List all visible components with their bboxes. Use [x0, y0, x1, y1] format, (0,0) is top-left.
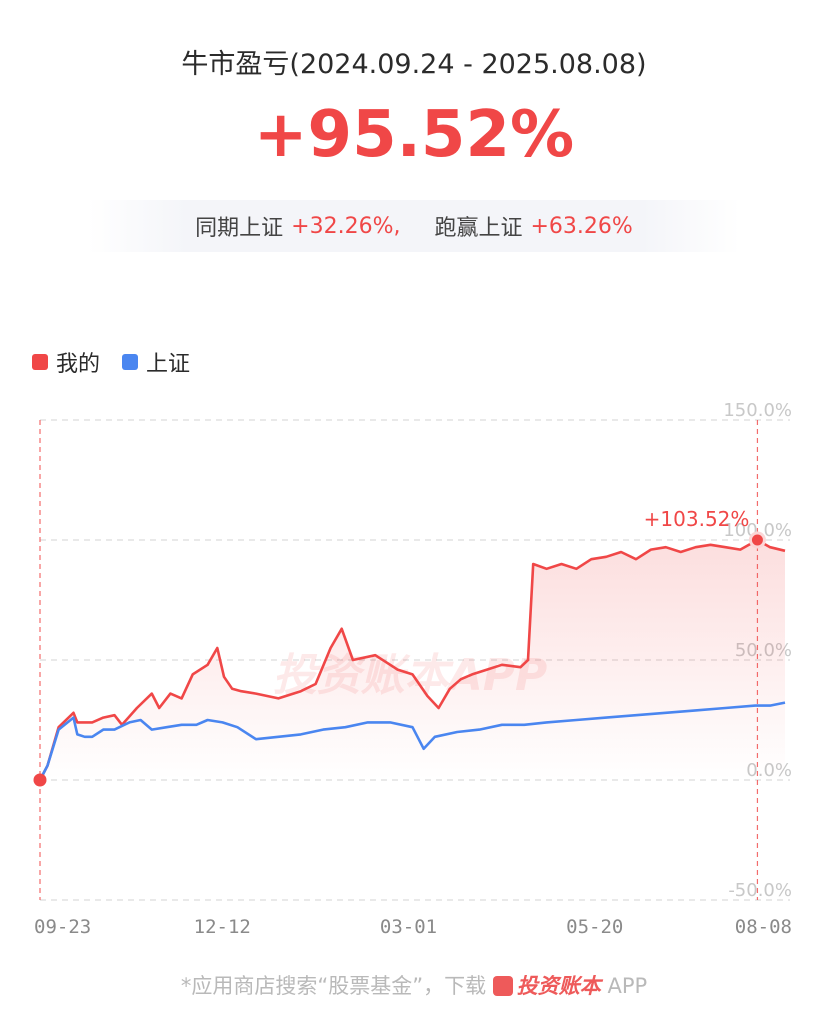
footer-suffix: APP — [607, 974, 648, 998]
compare-value-outperform: +63.26% — [530, 213, 633, 239]
legend-item-index[interactable]: 上证 — [122, 346, 190, 378]
legend-swatch-mine — [32, 354, 48, 370]
legend-swatch-index — [122, 354, 139, 370]
x-tick-label: 08-08 — [735, 916, 792, 938]
profit-percent: +95.52% — [253, 98, 575, 172]
y-tick-label: 150.0% — [723, 400, 792, 421]
comparison-bar: 同期上证 +32.26%, 跑赢上证 +63.26% — [88, 200, 740, 252]
y-tick-label: -50.0% — [728, 880, 792, 901]
page-title: 牛市盈亏(2024.09.24 - 2025.08.08) — [181, 49, 647, 80]
footer-brand: 投资账本 — [516, 974, 601, 998]
peak-point — [748, 531, 766, 549]
x-tick-label: 05-20 — [566, 916, 623, 938]
footer-prefix: *应用商店搜索“股票基金”，下载 — [180, 974, 487, 998]
compare-label-index: 同期上证 — [195, 216, 284, 241]
footer-note: *应用商店搜索“股票基金”，下载 投资账本 APP — [0, 970, 828, 1000]
series-line-index — [38, 701, 786, 781]
compare-label-outperform: 跑赢上证 — [434, 216, 523, 241]
series-area-mine — [40, 540, 785, 780]
legend-item-mine[interactable]: 我的 — [32, 346, 100, 378]
start-point — [33, 773, 47, 787]
app-logo-icon — [492, 976, 513, 996]
legend-label-index: 上证 — [146, 352, 191, 377]
compare-value-index: +32.26%, — [291, 213, 401, 239]
legend-label-mine: 我的 — [56, 352, 101, 377]
peak-annotation: +103.52% — [644, 507, 750, 531]
series-line-mine — [38, 538, 786, 781]
chart-legend: 我的 上证 — [32, 346, 212, 378]
x-tick-label: 12-12 — [194, 916, 251, 938]
x-tick-label: 03-01 — [380, 916, 437, 938]
x-tick-label: 09-23 — [34, 916, 91, 938]
